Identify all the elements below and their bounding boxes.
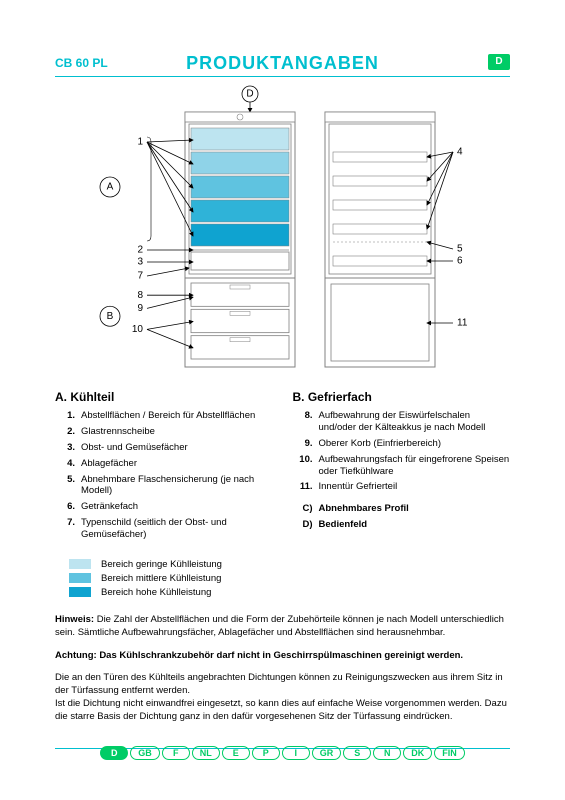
lang-pill-nl[interactable]: NL bbox=[192, 746, 220, 760]
model-code: CB 60 PL bbox=[55, 56, 108, 70]
legend-swatch bbox=[69, 573, 91, 583]
list-item: 1. Abstellflächen / Bereich für Abstellfl… bbox=[55, 410, 273, 422]
item-text: Ablagefächer bbox=[81, 458, 273, 470]
lang-pill-e[interactable]: E bbox=[222, 746, 250, 760]
lang-pill-s[interactable]: S bbox=[343, 746, 371, 760]
item-text: Getränkefach bbox=[81, 501, 273, 513]
list-item: 7.Typenschild (seitlich der Obst- und Ge… bbox=[55, 517, 273, 541]
item-number: D) bbox=[293, 519, 313, 531]
svg-text:B: B bbox=[107, 311, 114, 322]
svg-text:5: 5 bbox=[457, 244, 463, 255]
section-a: A. Kühlteil 1. Abstellflächen / Bereich f… bbox=[55, 390, 273, 545]
product-diagram: D A 1 23 7 B 8 9 10 4 56 11 bbox=[55, 82, 510, 382]
lang-badge: D bbox=[488, 54, 510, 70]
item-text: Bedienfeld bbox=[319, 519, 511, 531]
list-item: D) Bedienfeld bbox=[293, 519, 511, 531]
item-text: Abstellflächen / Bereich für Abstellfläc… bbox=[81, 410, 273, 422]
legend: Bereich geringe Kühlleistung Bereich mitt… bbox=[55, 559, 510, 598]
svg-text:10: 10 bbox=[132, 324, 144, 335]
lang-pill-d[interactable]: D bbox=[100, 746, 128, 760]
item-number: 1. bbox=[55, 410, 75, 422]
svg-text:6: 6 bbox=[457, 256, 463, 267]
item-text: Abnehmbare Flaschensicherung (je nach Mo… bbox=[81, 474, 273, 498]
lang-pill-fin[interactable]: FIN bbox=[434, 746, 465, 760]
lang-pill-gr[interactable]: GR bbox=[312, 746, 342, 760]
svg-text:1: 1 bbox=[137, 137, 143, 148]
item-number: 8. bbox=[293, 410, 313, 434]
achtung-text: Achtung: Das Kühlschrankzubehör darf nic… bbox=[55, 650, 463, 661]
lang-pill-gb[interactable]: GB bbox=[130, 746, 160, 760]
legend-row: Bereich mittlere Kühlleistung bbox=[55, 573, 510, 584]
header-rule bbox=[55, 76, 510, 77]
item-number: 9. bbox=[293, 438, 313, 450]
svg-text:11: 11 bbox=[457, 318, 468, 329]
section-b-items: 8.Aufbewahrung der Eiswürfelschalen und/… bbox=[293, 410, 511, 493]
section-b-head: B. Gefrierfach bbox=[293, 390, 511, 404]
item-number: 11. bbox=[293, 481, 313, 493]
list-item: 11. Innentür Gefrierteil bbox=[293, 481, 511, 493]
legend-label: Bereich mittlere Kühlleistung bbox=[101, 573, 221, 584]
notes: Hinweis: Die Zahl der Abstellflächen und… bbox=[55, 614, 510, 724]
item-number: 7. bbox=[55, 517, 75, 541]
lang-pill-dk[interactable]: DK bbox=[403, 746, 432, 760]
item-number: C) bbox=[293, 503, 313, 515]
item-text: Oberer Korb (Einfrierbereich) bbox=[319, 438, 511, 450]
item-text: Aufbewahrungsfach für eingefrorene Speis… bbox=[319, 454, 511, 478]
list-item: C) Abnehmbares Profil bbox=[293, 503, 511, 515]
para-text: Die an den Türen des Kühlteils angebrach… bbox=[55, 672, 510, 723]
lang-pill-i[interactable]: I bbox=[282, 746, 310, 760]
list-item: 4. Ablagefächer bbox=[55, 458, 273, 470]
item-text: Abnehmbares Profil bbox=[319, 503, 511, 515]
lang-pill-p[interactable]: P bbox=[252, 746, 280, 760]
hinweis-label: Hinweis: bbox=[55, 614, 94, 625]
svg-text:3: 3 bbox=[137, 257, 143, 268]
list-item: 10. Aufbewahrungsfach für eingefrorene Sp… bbox=[293, 454, 511, 478]
section-a-head: A. Kühlteil bbox=[55, 390, 273, 404]
item-text: Typenschild (seitlich der Obst- und Gemü… bbox=[81, 517, 273, 541]
page-title: PRODUKTANGABEN bbox=[186, 53, 379, 74]
list-item: 2. Glastrennscheibe bbox=[55, 426, 273, 438]
legend-label: Bereich hohe Kühlleistung bbox=[101, 587, 211, 598]
list-item: 3. Obst- und Gemüsefächer bbox=[55, 442, 273, 454]
lang-pill-n[interactable]: N bbox=[373, 746, 401, 760]
svg-text:A: A bbox=[107, 182, 114, 193]
item-number: 4. bbox=[55, 458, 75, 470]
language-row: DGBFNLEPIGRSNDKFIN bbox=[0, 746, 565, 760]
item-number: 10. bbox=[293, 454, 313, 478]
legend-label: Bereich geringe Kühlleistung bbox=[101, 559, 222, 570]
section-extra: C) Abnehmbares Profil D) Bedienfeld bbox=[293, 503, 511, 531]
lang-pill-f[interactable]: F bbox=[162, 746, 190, 760]
item-number: 6. bbox=[55, 501, 75, 513]
svg-text:7: 7 bbox=[137, 271, 143, 282]
item-number: 3. bbox=[55, 442, 75, 454]
legend-row: Bereich hohe Kühlleistung bbox=[55, 587, 510, 598]
list-item: 6. Getränkefach bbox=[55, 501, 273, 513]
svg-text:D: D bbox=[246, 89, 253, 100]
svg-text:2: 2 bbox=[137, 245, 143, 256]
item-text: Aufbewahrung der Eiswürfelschalen und/od… bbox=[319, 410, 511, 434]
svg-text:8: 8 bbox=[137, 290, 143, 301]
svg-text:4: 4 bbox=[457, 147, 463, 158]
svg-text:9: 9 bbox=[137, 303, 143, 314]
section-b: B. Gefrierfach 8.Aufbewahrung der Eiswür… bbox=[293, 390, 511, 545]
list-item: 5.Abnehmbare Flaschensicherung (je nach … bbox=[55, 474, 273, 498]
section-a-items: 1. Abstellflächen / Bereich für Abstellfl… bbox=[55, 410, 273, 541]
list-item: 8.Aufbewahrung der Eiswürfelschalen und/… bbox=[293, 410, 511, 434]
legend-swatch bbox=[69, 587, 91, 597]
legend-row: Bereich geringe Kühlleistung bbox=[55, 559, 510, 570]
item-number: 5. bbox=[55, 474, 75, 498]
legend-swatch bbox=[69, 559, 91, 569]
hinweis-text: Die Zahl der Abstellflächen und die Form… bbox=[55, 614, 504, 638]
item-text: Obst- und Gemüsefächer bbox=[81, 442, 273, 454]
item-text: Glastrennscheibe bbox=[81, 426, 273, 438]
item-number: 2. bbox=[55, 426, 75, 438]
list-item: 9. Oberer Korb (Einfrierbereich) bbox=[293, 438, 511, 450]
item-text: Innentür Gefrierteil bbox=[319, 481, 511, 493]
